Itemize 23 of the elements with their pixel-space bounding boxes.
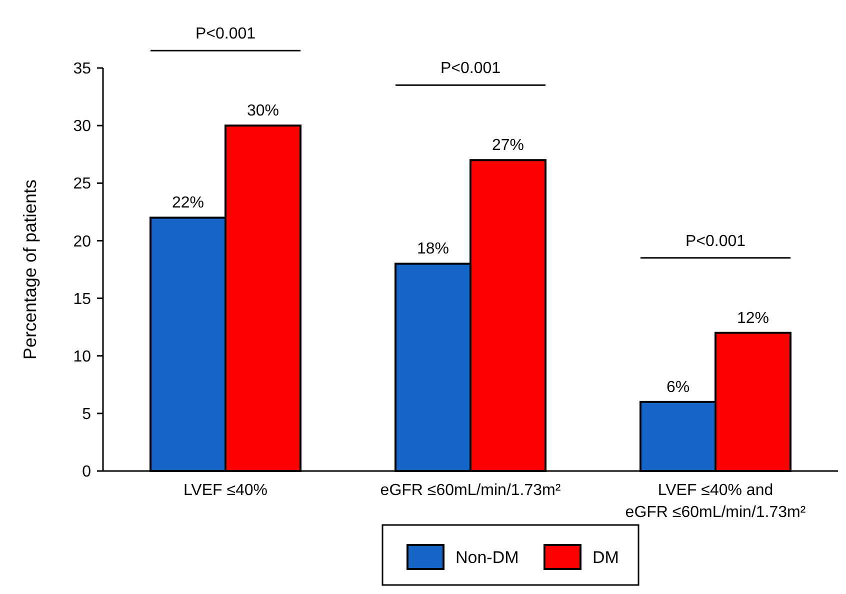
- y-tick-label: 15: [73, 290, 92, 308]
- data-label: 12%: [736, 310, 770, 327]
- x-tick-label: LVEF ≤40%: [183, 482, 268, 499]
- data-label: 22%: [172, 194, 204, 212]
- y-tick-label: 35: [73, 60, 92, 78]
- y-tick-label: 25: [73, 176, 92, 193]
- x-tick-label: LVEF ≤40% and eGFR ≤60mL/min/1.73m²: [625, 482, 806, 521]
- data-label: 6%: [666, 378, 690, 396]
- text: P<0.001: [195, 26, 256, 43]
- x-tick-label: eGFR ≤60mL/min/1.73m²: [380, 482, 562, 499]
- y-tick-label: 0: [82, 464, 92, 481]
- data-label: 27%: [492, 137, 524, 154]
- y-tick-label: 20: [73, 233, 92, 250]
- legend-label: DM: [592, 548, 619, 567]
- data-label: 30%: [246, 102, 280, 120]
- y-axis-title: Percentage of patients: [20, 179, 40, 360]
- y-tick-label: 10: [73, 348, 92, 366]
- data-label: 18%: [416, 240, 450, 258]
- y-tick-label: 30: [73, 118, 92, 136]
- y-tick-label: 5: [82, 406, 92, 424]
- annotation: P<0.001: [685, 232, 746, 250]
- legend-label: Non-DM: [456, 548, 519, 567]
- annotation: P<0.001: [440, 60, 501, 78]
